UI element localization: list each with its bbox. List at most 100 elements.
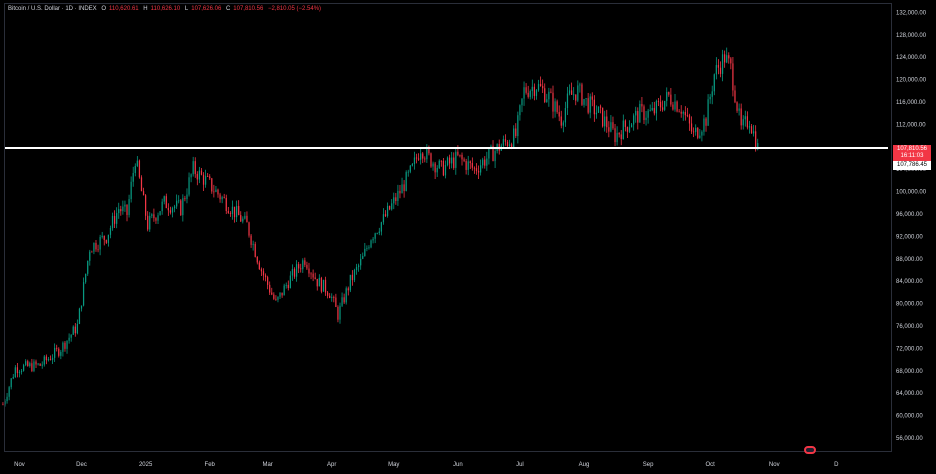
candle-body <box>242 218 244 222</box>
candle-body <box>109 228 112 235</box>
candle-body <box>583 99 585 105</box>
x-tick-label: Aug <box>579 462 590 468</box>
candle-body <box>380 222 382 232</box>
ohlc-open-value: 110,620.61 <box>109 6 139 12</box>
candle-body <box>612 122 614 129</box>
candle-body <box>488 148 490 159</box>
candle-body <box>295 264 298 277</box>
candle-body <box>223 197 225 198</box>
tradingview-logo-icon[interactable] <box>804 446 816 454</box>
candle-body <box>750 126 753 134</box>
candle-body <box>699 135 701 138</box>
candle-body <box>558 112 560 117</box>
candle-body <box>455 151 457 168</box>
candle-body <box>513 128 515 148</box>
candle-body <box>465 160 467 170</box>
y-tick-label: 56,000.00 <box>896 436 923 442</box>
candle-body <box>717 65 720 68</box>
candle-body <box>312 273 314 278</box>
candle-body <box>281 292 283 296</box>
candle-body <box>45 356 47 361</box>
candle-body <box>142 191 145 196</box>
candle-body <box>577 85 579 101</box>
candle-body <box>198 170 201 180</box>
candle-body <box>726 55 728 63</box>
symbol-title[interactable]: Bitcoin / U.S. Dollar · 1D · INDEX <box>8 6 97 12</box>
candle-body <box>194 161 196 174</box>
candle-body <box>231 206 234 215</box>
candle-body <box>248 222 250 236</box>
candle-body <box>626 126 629 132</box>
candle-body <box>72 326 74 335</box>
candle-body <box>604 116 606 127</box>
candle-body <box>178 200 180 202</box>
candle-body <box>16 367 19 373</box>
candle-body <box>4 401 6 405</box>
candle-body <box>639 103 641 123</box>
bar-countdown: 16:11:03 <box>900 153 924 159</box>
candle-body <box>451 157 453 164</box>
candle-body <box>368 247 370 249</box>
ohlc-high-key: H <box>143 6 148 12</box>
candle-body <box>511 144 513 148</box>
candle-body <box>719 67 722 74</box>
y-tick-label: 68,000.00 <box>896 369 923 375</box>
candle-body <box>213 191 215 193</box>
candle-body <box>523 87 525 99</box>
horizontal-line-price-label: 107,786.45 <box>893 161 931 170</box>
candle-body <box>107 234 110 243</box>
candle-body <box>351 274 354 281</box>
candle-body <box>531 86 533 91</box>
y-tick-label: 64,000.00 <box>896 391 923 397</box>
candle-body <box>424 158 426 160</box>
candle-body <box>653 107 655 114</box>
candle-body <box>304 260 306 265</box>
candle-body <box>546 99 548 102</box>
x-tick-label: D <box>834 462 839 468</box>
candle-body <box>87 260 89 274</box>
candle-body <box>85 273 87 283</box>
candle-body <box>587 98 589 113</box>
candle-body <box>616 132 618 143</box>
candle-body <box>190 174 192 178</box>
candle-body <box>622 120 624 140</box>
candle-body <box>39 363 41 366</box>
candle-body <box>405 172 407 192</box>
candle-body <box>12 377 14 379</box>
candle-body <box>515 128 517 137</box>
candle-body <box>548 91 550 100</box>
candle-body <box>738 108 740 111</box>
candle-body <box>471 163 473 168</box>
candle-body <box>364 248 366 257</box>
candle-body <box>508 144 511 147</box>
candle-body <box>360 258 362 266</box>
candle-body <box>99 236 101 250</box>
candle-body <box>556 101 558 113</box>
candle-body <box>308 268 310 274</box>
candle-body <box>614 128 616 143</box>
candle-body <box>132 172 134 182</box>
candle-body <box>91 251 93 253</box>
candle-body <box>27 361 29 367</box>
candle-body <box>287 284 289 289</box>
candle-body <box>258 262 260 270</box>
candle-body <box>176 200 178 207</box>
candle-body <box>184 198 186 200</box>
candle-body <box>564 108 567 123</box>
ohlc-high-value: 110,626.10 <box>150 6 181 12</box>
ohlc-low-key: L <box>184 6 189 12</box>
candle-body <box>283 285 285 296</box>
y-tick-label: 96,000.00 <box>896 212 923 218</box>
candle-body <box>444 165 447 176</box>
candle-body <box>641 103 643 107</box>
candle-body <box>256 256 258 263</box>
plot-area-border <box>4 3 892 452</box>
candle-body <box>322 279 325 292</box>
candle-body <box>180 200 182 216</box>
candle-body <box>200 170 203 175</box>
candle-body <box>300 268 302 270</box>
candle-body <box>637 111 639 123</box>
candle-body <box>128 199 130 215</box>
